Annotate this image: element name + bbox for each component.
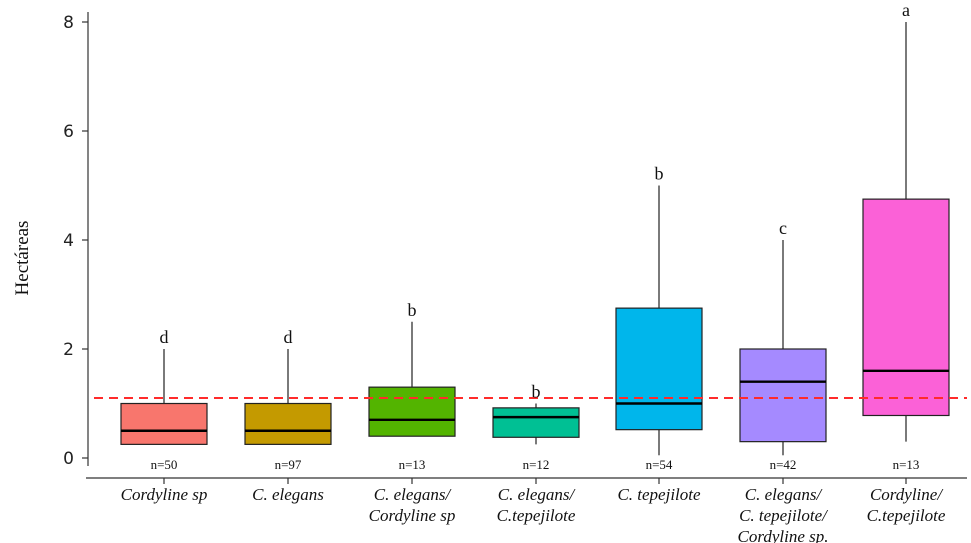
n-label: n=13 — [893, 457, 920, 472]
n-label: n=42 — [770, 457, 797, 472]
n-label: n=13 — [399, 457, 426, 472]
significance-letter: b — [532, 382, 541, 402]
box-iqr — [368, 386, 456, 437]
y-tick-label: 0 — [63, 449, 74, 469]
boxes — [120, 22, 950, 456]
x-category-label: Cordyline sp — [121, 485, 208, 504]
y-tick-label: 4 — [63, 231, 74, 251]
n-label: n=54 — [646, 457, 673, 472]
significance-letter: d — [284, 327, 293, 347]
y-tick-label: 6 — [63, 122, 74, 142]
box-1 — [120, 349, 208, 445]
x-axis: Cordyline sp C. elegans C. elegans/Cordyli… — [86, 477, 967, 543]
x-category-label: C. elegans/Cordyline sp — [369, 485, 456, 525]
significance-letter: b — [655, 164, 664, 184]
box-5 — [615, 185, 703, 456]
significance-letter: d — [160, 327, 169, 347]
significance-letter: b — [408, 300, 417, 320]
y-tick-label: 8 — [63, 13, 74, 33]
box-4 — [492, 403, 580, 445]
x-category-label: C. elegans/C. tepejilote/Cordyline sp. — [738, 485, 830, 543]
box-iqr — [120, 402, 208, 445]
box-iqr — [244, 402, 332, 445]
y-axis: 0 2 4 6 8 — [63, 12, 89, 469]
box-iqr — [739, 348, 827, 443]
significance-letter: c — [779, 218, 787, 238]
box-6 — [739, 240, 827, 456]
n-label: n=97 — [275, 457, 302, 472]
x-category-label: C. elegans — [252, 485, 324, 504]
box-2 — [244, 349, 332, 445]
x-category-label: C. tepejilote — [617, 485, 701, 504]
y-tick-label: 2 — [63, 340, 74, 360]
annotations: d n=50 d n=97 b n=13 b n=12 b n=54 c n=42 a n=13 — [151, 0, 920, 472]
x-category-label: C. elegans/C.tepejilote — [497, 485, 577, 525]
y-axis-label: Hectáreas — [12, 221, 33, 296]
significance-letter: a — [902, 0, 910, 20]
box-3 — [368, 321, 456, 437]
x-category-label: Cordyline/C.tepejilote — [867, 485, 946, 525]
box-7 — [862, 22, 950, 442]
box-iqr — [615, 307, 703, 431]
box-iqr — [862, 198, 950, 417]
box-iqr — [492, 407, 580, 438]
n-label: n=50 — [151, 457, 178, 472]
n-label: n=12 — [523, 457, 550, 472]
